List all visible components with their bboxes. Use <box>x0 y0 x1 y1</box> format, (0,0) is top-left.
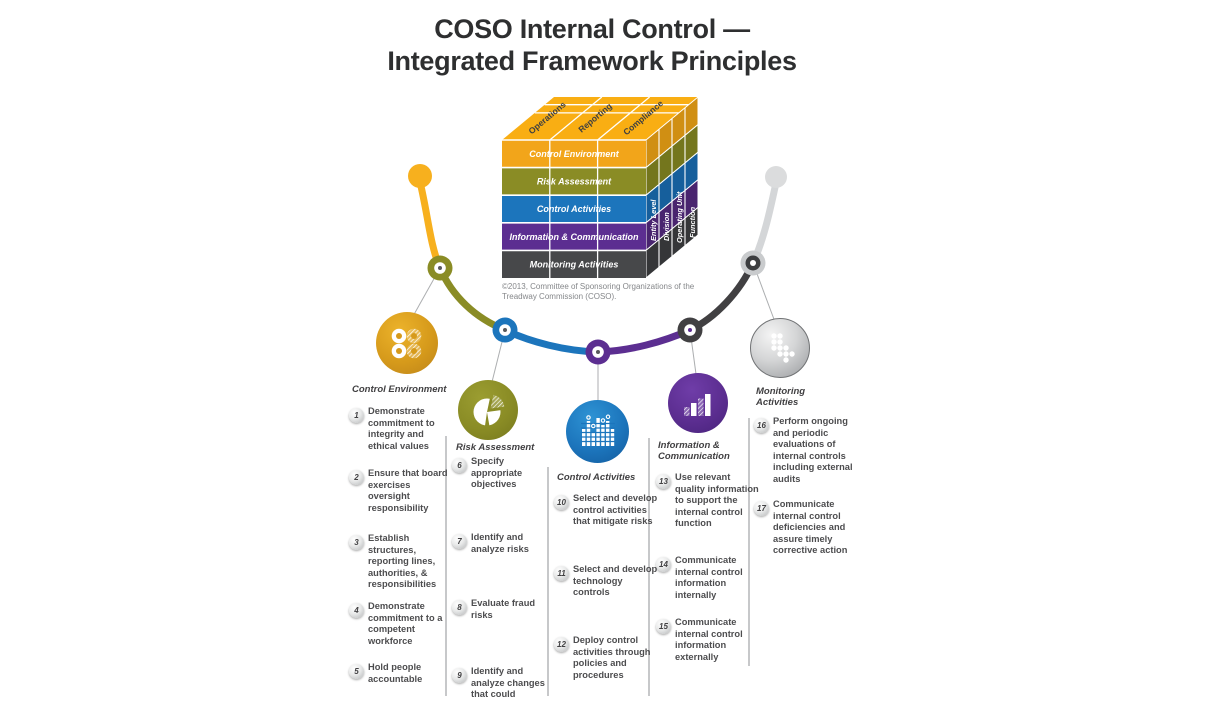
principle-badge-16: 16 <box>754 418 769 433</box>
principle-text-13: Use relevant quality information to supp… <box>675 472 759 528</box>
principle-badge-13: 13 <box>656 474 671 489</box>
rings-icon <box>391 328 422 359</box>
principle-text-16: Perform ongoing and periodic evaluations… <box>773 416 853 484</box>
principle-text-15: Communicate internal control information… <box>675 617 743 662</box>
principle-text-6: Specify appropriate objectives <box>471 456 523 489</box>
principle-text-2: Ensure that board exercises oversight re… <box>368 468 448 513</box>
principle-text-5: Hold people accountable <box>368 662 423 684</box>
equalizer-icon <box>580 414 615 446</box>
cube-row-separators <box>502 139 646 252</box>
principle-badge-1: 1 <box>349 408 364 423</box>
page-title-line2: Integrated Framework Principles <box>387 46 797 76</box>
principle-badge-9: 9 <box>452 668 467 683</box>
pie-chart-icon <box>473 394 505 426</box>
bar-chart-icon <box>684 394 711 416</box>
cube-side-label-function: Function <box>688 206 697 238</box>
cube-side-label-division: Division <box>662 212 671 241</box>
principle-text-3: Establish structures, reporting lines, a… <box>368 533 437 589</box>
principle-text-7: Identify and analyze risks <box>471 532 529 554</box>
principle-badge-10: 10 <box>554 495 569 510</box>
arc-node-dark <box>677 317 703 343</box>
category-circle-risk-assessment <box>458 380 518 440</box>
cube-slice-dividers <box>658 107 686 268</box>
principle-badge-11: 11 <box>554 566 569 581</box>
column-header-control-activities: Control Activities <box>557 472 636 483</box>
cube-row-control-activities <box>502 195 646 223</box>
principle-badge-3: 3 <box>349 535 364 550</box>
cube-front-column-lines <box>549 140 599 278</box>
cube-row-control-environment <box>502 140 646 168</box>
cube-top-face <box>502 97 698 140</box>
copyright-note: ©2013, Committee of Sponsoring Organizat… <box>502 282 712 302</box>
arc-node-olive <box>427 255 453 281</box>
principle-badge-2: 2 <box>349 470 364 485</box>
principle-badge-7: 7 <box>452 534 467 549</box>
principle-text-14: Communicate internal control information… <box>675 555 743 600</box>
arc-node-purple <box>585 339 611 365</box>
category-circle-control-activities <box>566 400 629 463</box>
arc-start-ball <box>408 164 432 188</box>
cube-row-label-information-communication: Information & Communication <box>510 232 639 242</box>
column-header-information-communication: Information & Communication <box>658 440 730 462</box>
cube-row-label-monitoring-activities: Monitoring Activities <box>530 259 619 269</box>
copyright-line2: Treadway Commission (COSO). <box>502 292 617 301</box>
cube-row-information-communication <box>502 222 646 251</box>
column-divider-3 <box>648 438 650 696</box>
arc-segment-purple <box>594 326 694 356</box>
column-divider-2 <box>547 467 549 696</box>
arc-node-gray <box>740 250 766 276</box>
principle-text-9: Identify and analyze changes that could <box>471 666 545 699</box>
principle-text-11: Select and develop technology controls <box>573 564 658 597</box>
cube-row-monitoring-activities <box>502 250 646 278</box>
cube-row-labels: Control Environment Risk Assessment Cont… <box>510 149 639 269</box>
principle-badge-8: 8 <box>452 600 467 615</box>
column-header-risk-assessment: Risk Assessment <box>456 442 535 453</box>
principle-badge-4: 4 <box>349 603 364 618</box>
cube-top-grid <box>534 96 689 141</box>
principle-badge-15: 15 <box>656 619 671 634</box>
page-title-line1: COSO Internal Control — <box>434 14 750 44</box>
principle-text-8: Evaluate fraud risks <box>471 598 536 620</box>
column-header-monitoring-activities: Monitoring Activities <box>756 386 806 408</box>
cube-row-label-control-environment: Control Environment <box>529 149 620 159</box>
principle-badge-5: 5 <box>349 664 364 679</box>
principle-badge-12: 12 <box>554 637 569 652</box>
arc-segment-olive <box>436 264 509 334</box>
cube-side-labels: Entity Level Division Operating Unit Fun… <box>649 191 697 243</box>
cube-row-label-risk-assessment: Risk Assessment <box>537 177 612 187</box>
arc-end-ball <box>765 166 787 188</box>
cube-row-risk-assessment <box>502 167 646 196</box>
principle-text-4: Demonstrate commitment to a competent wo… <box>368 601 443 646</box>
principle-badge-6: 6 <box>452 458 467 473</box>
cube-side-label-operating-unit: Operating Unit <box>675 191 684 243</box>
arc-segment-yellow <box>416 178 444 272</box>
column-header-control-environment: Control Environment <box>352 384 447 395</box>
category-circle-monitoring-activities <box>750 318 810 378</box>
cube-row-label-control-activities: Control Activities <box>537 204 611 214</box>
page-title: COSO Internal Control — Integrated Frame… <box>0 13 1184 77</box>
arc-segment-blue <box>501 326 602 356</box>
arc-node-blue <box>492 317 518 343</box>
principle-text-12: Deploy control activities through polici… <box>573 635 651 680</box>
dots-cluster-icon <box>771 333 795 363</box>
category-circle-information-communication <box>668 373 728 433</box>
principle-badge-17: 17 <box>754 501 769 516</box>
copyright-line1: ©2013, Committee of Sponsoring Organizat… <box>502 282 695 291</box>
principle-text-1: Demonstrate commitment to integrity and … <box>368 406 435 451</box>
cube-front-face <box>502 140 646 278</box>
principle-text-17: Communicate internal control deficiencie… <box>773 499 848 555</box>
category-circle-control-environment <box>376 312 438 374</box>
principle-text-10: Select and develop control activities th… <box>573 493 658 526</box>
column-divider-4 <box>748 418 750 666</box>
principle-badge-14: 14 <box>656 557 671 572</box>
cube-side-label-entity-level: Entity Level <box>649 199 658 241</box>
column-divider-1 <box>445 436 447 696</box>
coso-cube: Operations Reporting Compliance Entity L… <box>502 95 699 280</box>
